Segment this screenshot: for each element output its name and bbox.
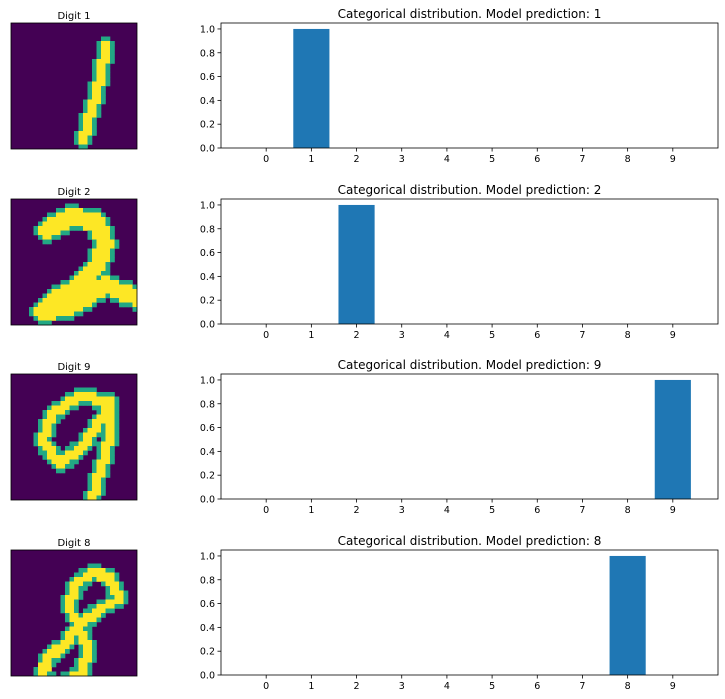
x-tick-label: 6 <box>534 681 540 692</box>
x-tick-label: 9 <box>670 154 676 165</box>
x-tick-label: 1 <box>308 330 314 341</box>
x-tick-label: 6 <box>534 505 540 516</box>
y-tick-label: 0.8 <box>200 575 215 586</box>
digit-image-frame <box>10 373 138 501</box>
panel-2: Digit 2 Categorical distribution. Model p… <box>10 183 719 341</box>
axes-frame <box>220 549 719 676</box>
x-tick-label: 5 <box>489 681 495 692</box>
y-tick-label: 0.6 <box>200 72 215 83</box>
x-tick-label: 4 <box>444 681 450 692</box>
x-tick-label: 2 <box>354 154 360 165</box>
y-tick-label: 0.8 <box>200 224 215 235</box>
x-tick-label: 4 <box>444 154 450 165</box>
y-tick-label: 0.2 <box>200 120 215 131</box>
x-tick-label: 5 <box>489 154 495 165</box>
bar-9 <box>654 379 691 499</box>
digit-image-title: Digit 8 <box>57 538 90 549</box>
x-tick-label: 8 <box>625 681 631 692</box>
y-tick-label: 0.8 <box>200 48 215 59</box>
panel-4: Digit 8 Categorical distribution. Model p… <box>10 534 719 692</box>
axes-frame <box>220 373 719 500</box>
x-tick-label: 3 <box>399 154 405 165</box>
x-tick-label: 8 <box>625 505 631 516</box>
x-tick-label: 4 <box>444 505 450 516</box>
x-tick-label: 3 <box>399 330 405 341</box>
x-tick-label: 9 <box>670 505 676 516</box>
y-tick-label: 0.6 <box>200 599 215 610</box>
x-tick-label: 8 <box>625 154 631 165</box>
x-tick-label: 7 <box>579 681 585 692</box>
x-tick-label: 5 <box>489 505 495 516</box>
x-tick-label: 0 <box>263 330 269 341</box>
x-tick-label: 3 <box>399 505 405 516</box>
bar-2 <box>338 204 375 324</box>
y-tick-label: 0.0 <box>200 320 215 331</box>
x-tick-label: 6 <box>534 330 540 341</box>
y-tick-label: 0.4 <box>200 447 215 458</box>
y-tick-label: 0.6 <box>200 423 215 434</box>
y-tick-label: 0.2 <box>200 647 215 658</box>
y-tick-label: 0.4 <box>200 96 215 107</box>
x-tick-label: 3 <box>399 681 405 692</box>
y-tick-label: 1.0 <box>200 24 215 35</box>
x-tick-label: 5 <box>489 330 495 341</box>
x-tick-label: 1 <box>308 505 314 516</box>
y-tick-label: 1.0 <box>200 551 215 562</box>
x-tick-label: 4 <box>444 330 450 341</box>
axes-frame <box>220 22 719 149</box>
x-tick-label: 9 <box>670 330 676 341</box>
chart-title: Categorical distribution. Model predicti… <box>338 183 602 197</box>
x-tick-label: 1 <box>308 154 314 165</box>
chart-title: Categorical distribution. Model predicti… <box>338 7 602 21</box>
digit-image <box>11 550 137 677</box>
y-tick-label: 0.6 <box>200 248 215 259</box>
digit-image-title: Digit 1 <box>57 11 90 22</box>
x-tick-label: 2 <box>354 330 360 341</box>
x-tick-label: 0 <box>263 154 269 165</box>
digit-image-frame <box>10 198 138 326</box>
y-tick-label: 0.8 <box>200 399 215 410</box>
y-tick-label: 0.4 <box>200 272 215 283</box>
x-tick-label: 9 <box>670 681 676 692</box>
y-tick-label: 0.0 <box>200 144 215 155</box>
y-tick-label: 0.2 <box>200 296 215 307</box>
x-tick-label: 0 <box>263 505 269 516</box>
x-tick-label: 2 <box>354 505 360 516</box>
x-tick-label: 1 <box>308 681 314 692</box>
chart-title: Categorical distribution. Model predicti… <box>338 358 602 372</box>
panel-3: Digit 9 Categorical distribution. Model p… <box>10 358 719 516</box>
y-tick-label: 1.0 <box>200 200 215 211</box>
digit-image-frame <box>10 549 138 677</box>
digit-image <box>11 23 137 150</box>
axes-frame <box>220 198 719 325</box>
y-tick-label: 0.4 <box>200 623 215 634</box>
y-tick-label: 0.0 <box>200 495 215 506</box>
x-tick-label: 7 <box>579 154 585 165</box>
digit-image-frame <box>10 22 138 150</box>
x-tick-label: 6 <box>534 154 540 165</box>
panel-1: Digit 1 Categorical distribution. Model p… <box>10 7 719 165</box>
bar-1 <box>293 28 330 149</box>
chart-title: Categorical distribution. Model predicti… <box>338 534 602 548</box>
x-tick-label: 8 <box>625 330 631 341</box>
y-tick-label: 1.0 <box>200 375 215 386</box>
x-tick-label: 7 <box>579 330 585 341</box>
bar-8 <box>609 555 646 675</box>
digit-image-title: Digit 2 <box>57 187 90 198</box>
digit-image-title: Digit 9 <box>57 362 90 373</box>
digit-image <box>11 199 138 326</box>
x-tick-label: 0 <box>263 681 269 692</box>
y-tick-label: 0.0 <box>200 671 215 682</box>
y-tick-label: 0.2 <box>200 471 215 482</box>
digit-image <box>11 374 137 501</box>
x-tick-label: 2 <box>354 681 360 692</box>
x-tick-label: 7 <box>579 505 585 516</box>
